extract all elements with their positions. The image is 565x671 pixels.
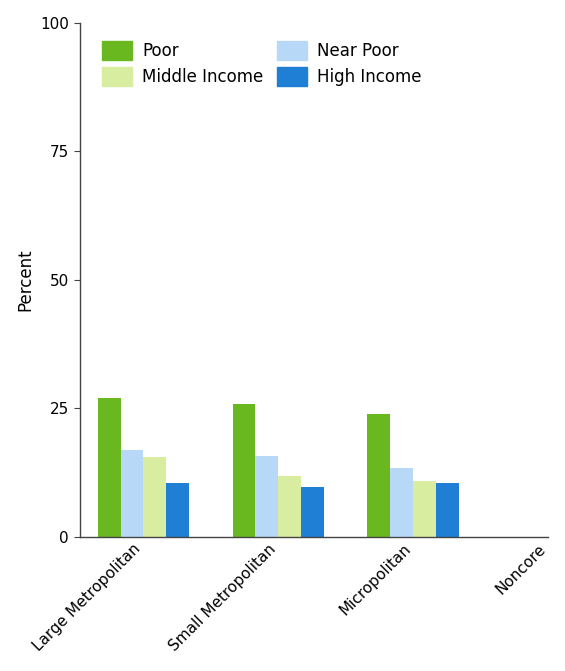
Bar (255, 456, 279, 537)
Bar (367, 414, 390, 537)
Y-axis label: Percent: Percent (16, 248, 34, 311)
Bar (279, 476, 301, 537)
Bar (167, 483, 189, 537)
Bar (144, 457, 167, 537)
Bar (414, 480, 436, 537)
Bar (301, 487, 324, 537)
Bar (233, 405, 255, 537)
Bar (436, 482, 459, 537)
Bar (390, 468, 414, 537)
Bar (120, 450, 144, 537)
Legend: Poor, Middle Income, Near Poor, High Income: Poor, Middle Income, Near Poor, High Inc… (97, 36, 427, 91)
Bar (98, 398, 120, 537)
